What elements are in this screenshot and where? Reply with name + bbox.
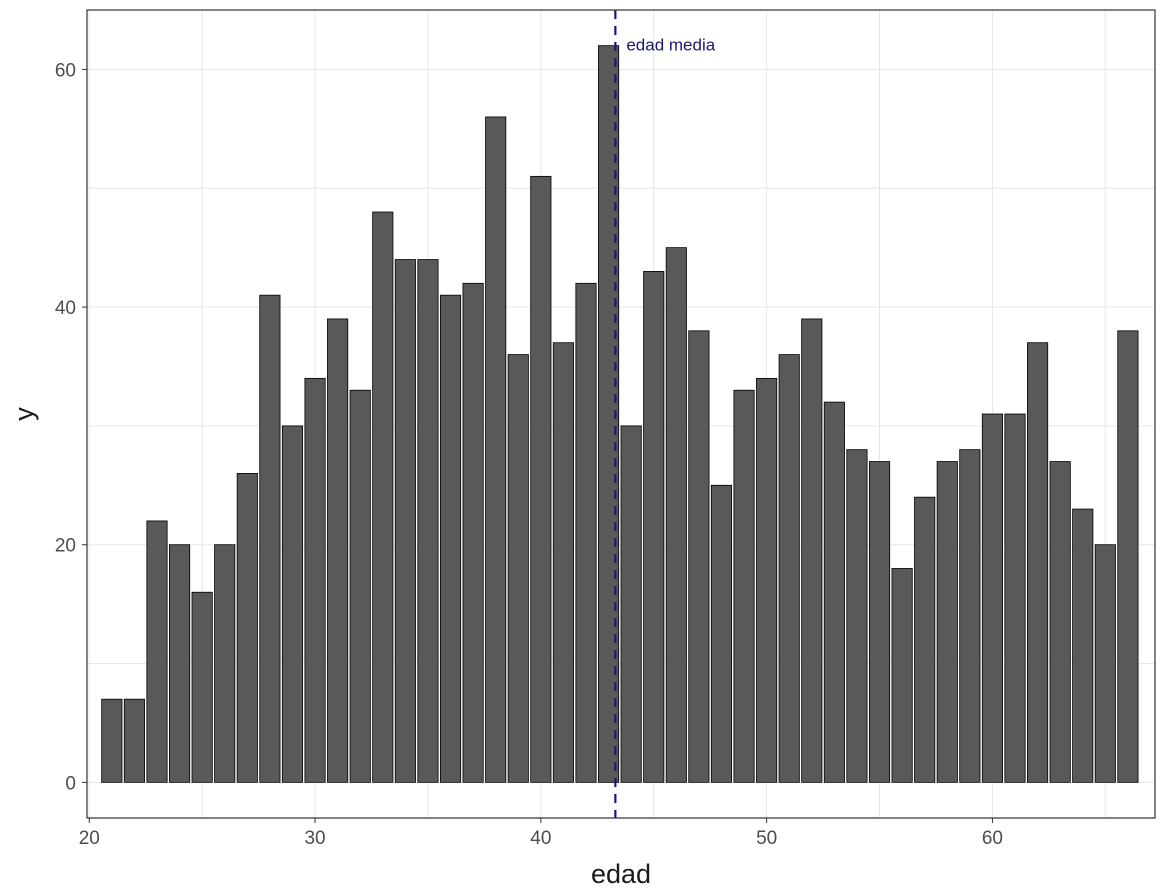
bar	[214, 544, 236, 783]
bar	[507, 354, 529, 783]
bar	[959, 449, 981, 783]
bar	[1072, 508, 1094, 783]
bar	[485, 116, 507, 783]
x-axis: 20 30 40 50 60	[79, 818, 1003, 849]
bar	[462, 282, 484, 783]
bar	[552, 342, 574, 783]
bar	[439, 294, 462, 783]
bar	[598, 45, 620, 783]
bar	[1117, 330, 1139, 783]
bar	[575, 282, 597, 783]
bar	[756, 377, 778, 783]
y-tick-label: 60	[55, 60, 76, 81]
y-axis-title: y	[9, 407, 39, 421]
bar	[778, 354, 800, 783]
mean-line-group: edad media	[614, 10, 716, 818]
x-tick-label: 30	[304, 828, 325, 849]
bar	[101, 698, 123, 783]
bar	[530, 175, 552, 783]
bar	[281, 425, 304, 783]
bar	[846, 449, 868, 783]
x-tick-label: 60	[982, 828, 1003, 849]
bar	[191, 591, 213, 783]
bar	[417, 259, 439, 783]
bar	[1027, 342, 1049, 783]
bar	[823, 401, 845, 783]
bar	[372, 211, 394, 783]
x-axis-title: edad	[591, 859, 651, 889]
x-tick-label: 50	[756, 828, 777, 849]
bar	[665, 247, 687, 783]
bar	[349, 389, 371, 783]
bar	[733, 389, 755, 783]
bar	[123, 698, 145, 783]
y-tick-label: 0	[65, 773, 76, 794]
bar	[891, 568, 913, 783]
bar	[620, 425, 642, 783]
bar	[304, 377, 326, 783]
bars	[101, 45, 1139, 783]
bar	[146, 520, 168, 783]
bar	[643, 271, 665, 783]
bar	[1094, 544, 1116, 783]
bar	[1004, 413, 1026, 783]
bar	[801, 318, 823, 783]
bar	[169, 544, 191, 783]
bar	[981, 413, 1003, 783]
bar	[394, 259, 416, 783]
y-tick-label: 20	[55, 536, 76, 557]
bar	[236, 473, 258, 783]
plot-panel-border	[86, 9, 1156, 819]
bar	[327, 318, 349, 783]
bar	[936, 461, 958, 783]
mean-line-label: edad media	[626, 35, 715, 54]
bar	[868, 461, 891, 783]
x-tick-label: 40	[530, 828, 551, 849]
y-tick-label: 40	[55, 298, 76, 319]
bar	[688, 330, 710, 783]
x-tick-label: 20	[79, 828, 100, 849]
bar	[1049, 461, 1071, 783]
y-axis: 0 20 40 60	[55, 60, 87, 794]
bar	[259, 294, 281, 783]
bar	[914, 496, 936, 783]
bar	[710, 484, 733, 783]
